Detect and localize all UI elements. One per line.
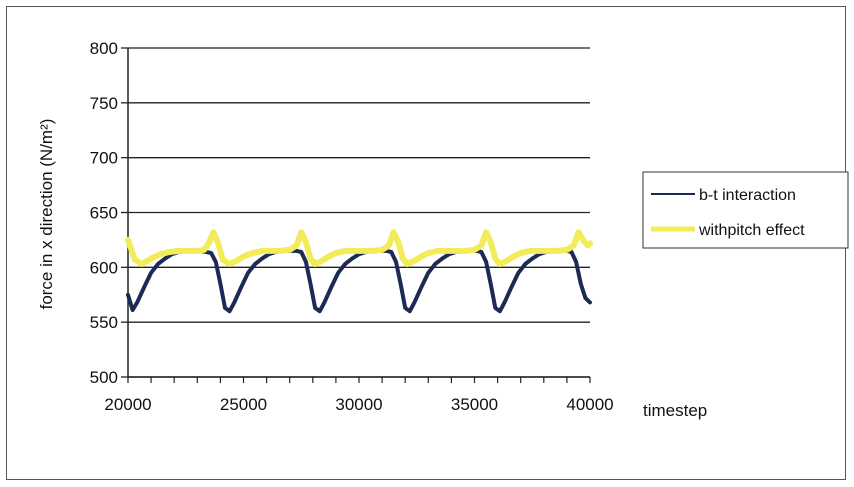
x-tick-label: 25000: [220, 395, 267, 414]
x-tick-label: 30000: [335, 395, 382, 414]
y-tick-label: 750: [90, 94, 118, 113]
x-tick-label: 40000: [566, 395, 613, 414]
legend-label-b-t-interaction: b-t interaction: [699, 187, 796, 204]
legend: b-t interaction withpitch effect: [642, 171, 849, 249]
x-tick-label: 20000: [104, 395, 151, 414]
grid-lines: [128, 47, 590, 378]
y-tick-label: 700: [90, 149, 118, 168]
y-tick-label: 800: [90, 39, 118, 58]
legend-box: [642, 171, 849, 249]
y-tick-label: 600: [90, 258, 118, 277]
y-axis-title: force in x direction (N/m²): [37, 119, 56, 310]
series-line-b-t-interaction: [126, 248, 592, 314]
y-tick-label: 650: [90, 204, 118, 223]
y-tick-label: 550: [90, 313, 118, 332]
series-lines: [125, 229, 593, 314]
legend-label-withpitch-effect: withpitch effect: [698, 222, 805, 239]
axes: [121, 47, 591, 383]
tick-labels: 500 550 600 650 700 750 800 20000 25000 30000 3500…: [90, 39, 614, 414]
x-tick-label: 35000: [451, 395, 498, 414]
y-tick-label: 500: [90, 368, 118, 387]
x-axis-title: timestep: [643, 401, 707, 420]
series-line-withpitch-effect: [125, 229, 593, 267]
